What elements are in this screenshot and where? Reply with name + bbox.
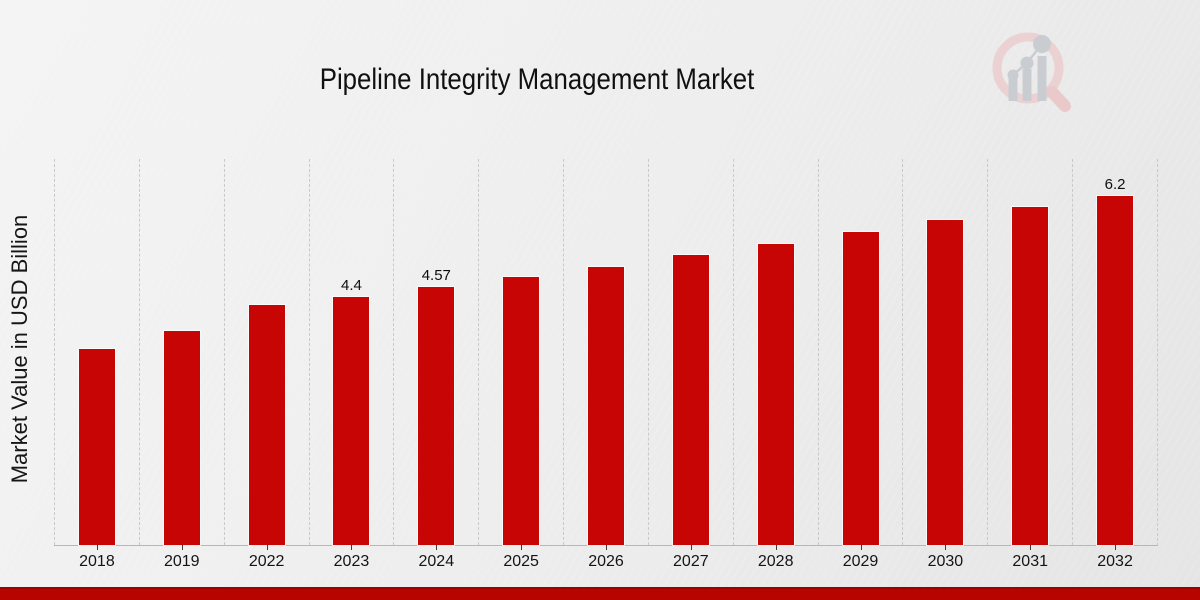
x-axis-tick (860, 545, 862, 550)
x-axis-label: 2027 (673, 553, 709, 570)
category-cell: 2027 (647, 159, 733, 570)
bar-2027 (672, 255, 709, 545)
category-cell: 2018 (54, 159, 139, 570)
x-axis-label: 2031 (1012, 553, 1048, 570)
x-axis-tick (1115, 545, 1117, 550)
bar-2026 (587, 266, 624, 545)
bar-2030 (927, 220, 964, 545)
category-cell: 4.4 2023 (308, 159, 394, 570)
bar-2023 (333, 297, 370, 545)
x-axis-label: 2022 (248, 553, 285, 570)
x-axis-label: 2023 (333, 553, 370, 570)
category-cell: 6.2 2032 (1072, 159, 1157, 570)
x-axis-label: 2018 (79, 553, 115, 570)
bar-2019 (163, 330, 200, 545)
bar-2025 (503, 277, 540, 545)
category-cell: 2025 (478, 159, 563, 570)
x-axis-label: 2025 (503, 553, 539, 570)
x-axis-tick (351, 545, 353, 550)
x-axis-tick (690, 545, 692, 550)
bar-2032 (1097, 195, 1134, 545)
bar-value-label: 4.4 (341, 277, 362, 295)
x-axis-label: 2030 (927, 553, 964, 570)
category-cell: 2019 (138, 159, 224, 570)
bar-2028 (757, 243, 794, 545)
category-cell: 2029 (817, 159, 903, 570)
x-axis-label: 2032 (1097, 553, 1133, 570)
x-axis-tick (1030, 545, 1032, 550)
category-cell: 2031 (987, 159, 1072, 570)
bar-2024 (418, 287, 455, 545)
x-axis-tick (181, 545, 183, 550)
category-cell: 2028 (732, 159, 818, 570)
bar-2029 (842, 232, 879, 545)
x-axis-tick (775, 545, 777, 550)
category-cell: 2022 (223, 159, 309, 570)
y-axis-title: Market Value in USD Billion (7, 214, 32, 484)
x-axis-tick (436, 545, 438, 550)
plot-area: 2018 2019 2022 4.4 2023 4.57 2024 2025 2026 2027 2… (54, 159, 1158, 570)
x-axis-label: 2026 (588, 553, 624, 570)
category-cell: 4.57 2024 (393, 159, 478, 570)
x-axis-label: 2029 (842, 553, 879, 570)
bar-2018 (78, 349, 115, 545)
bar-2022 (248, 304, 285, 545)
bar-2031 (1012, 206, 1049, 545)
x-axis-label: 2019 (163, 553, 200, 570)
chart-title: Pipeline Integrity Management Market (319, 63, 755, 97)
x-axis-tick (96, 545, 98, 550)
bar-value-label: 4.57 (421, 267, 451, 285)
x-axis-tick (945, 545, 947, 550)
x-axis-tick (605, 545, 607, 550)
category-cell: 2026 (563, 159, 648, 570)
bar-value-label: 6.2 (1104, 175, 1126, 193)
x-axis-tick (521, 545, 523, 550)
magnifier-bar-chart-logo-icon (992, 32, 1071, 112)
x-axis-label: 2024 (418, 553, 455, 570)
category-cell: 2030 (902, 159, 987, 570)
footer-accent-bar (0, 587, 1200, 600)
x-axis-tick (266, 545, 268, 550)
x-axis-label: 2028 (757, 553, 794, 570)
